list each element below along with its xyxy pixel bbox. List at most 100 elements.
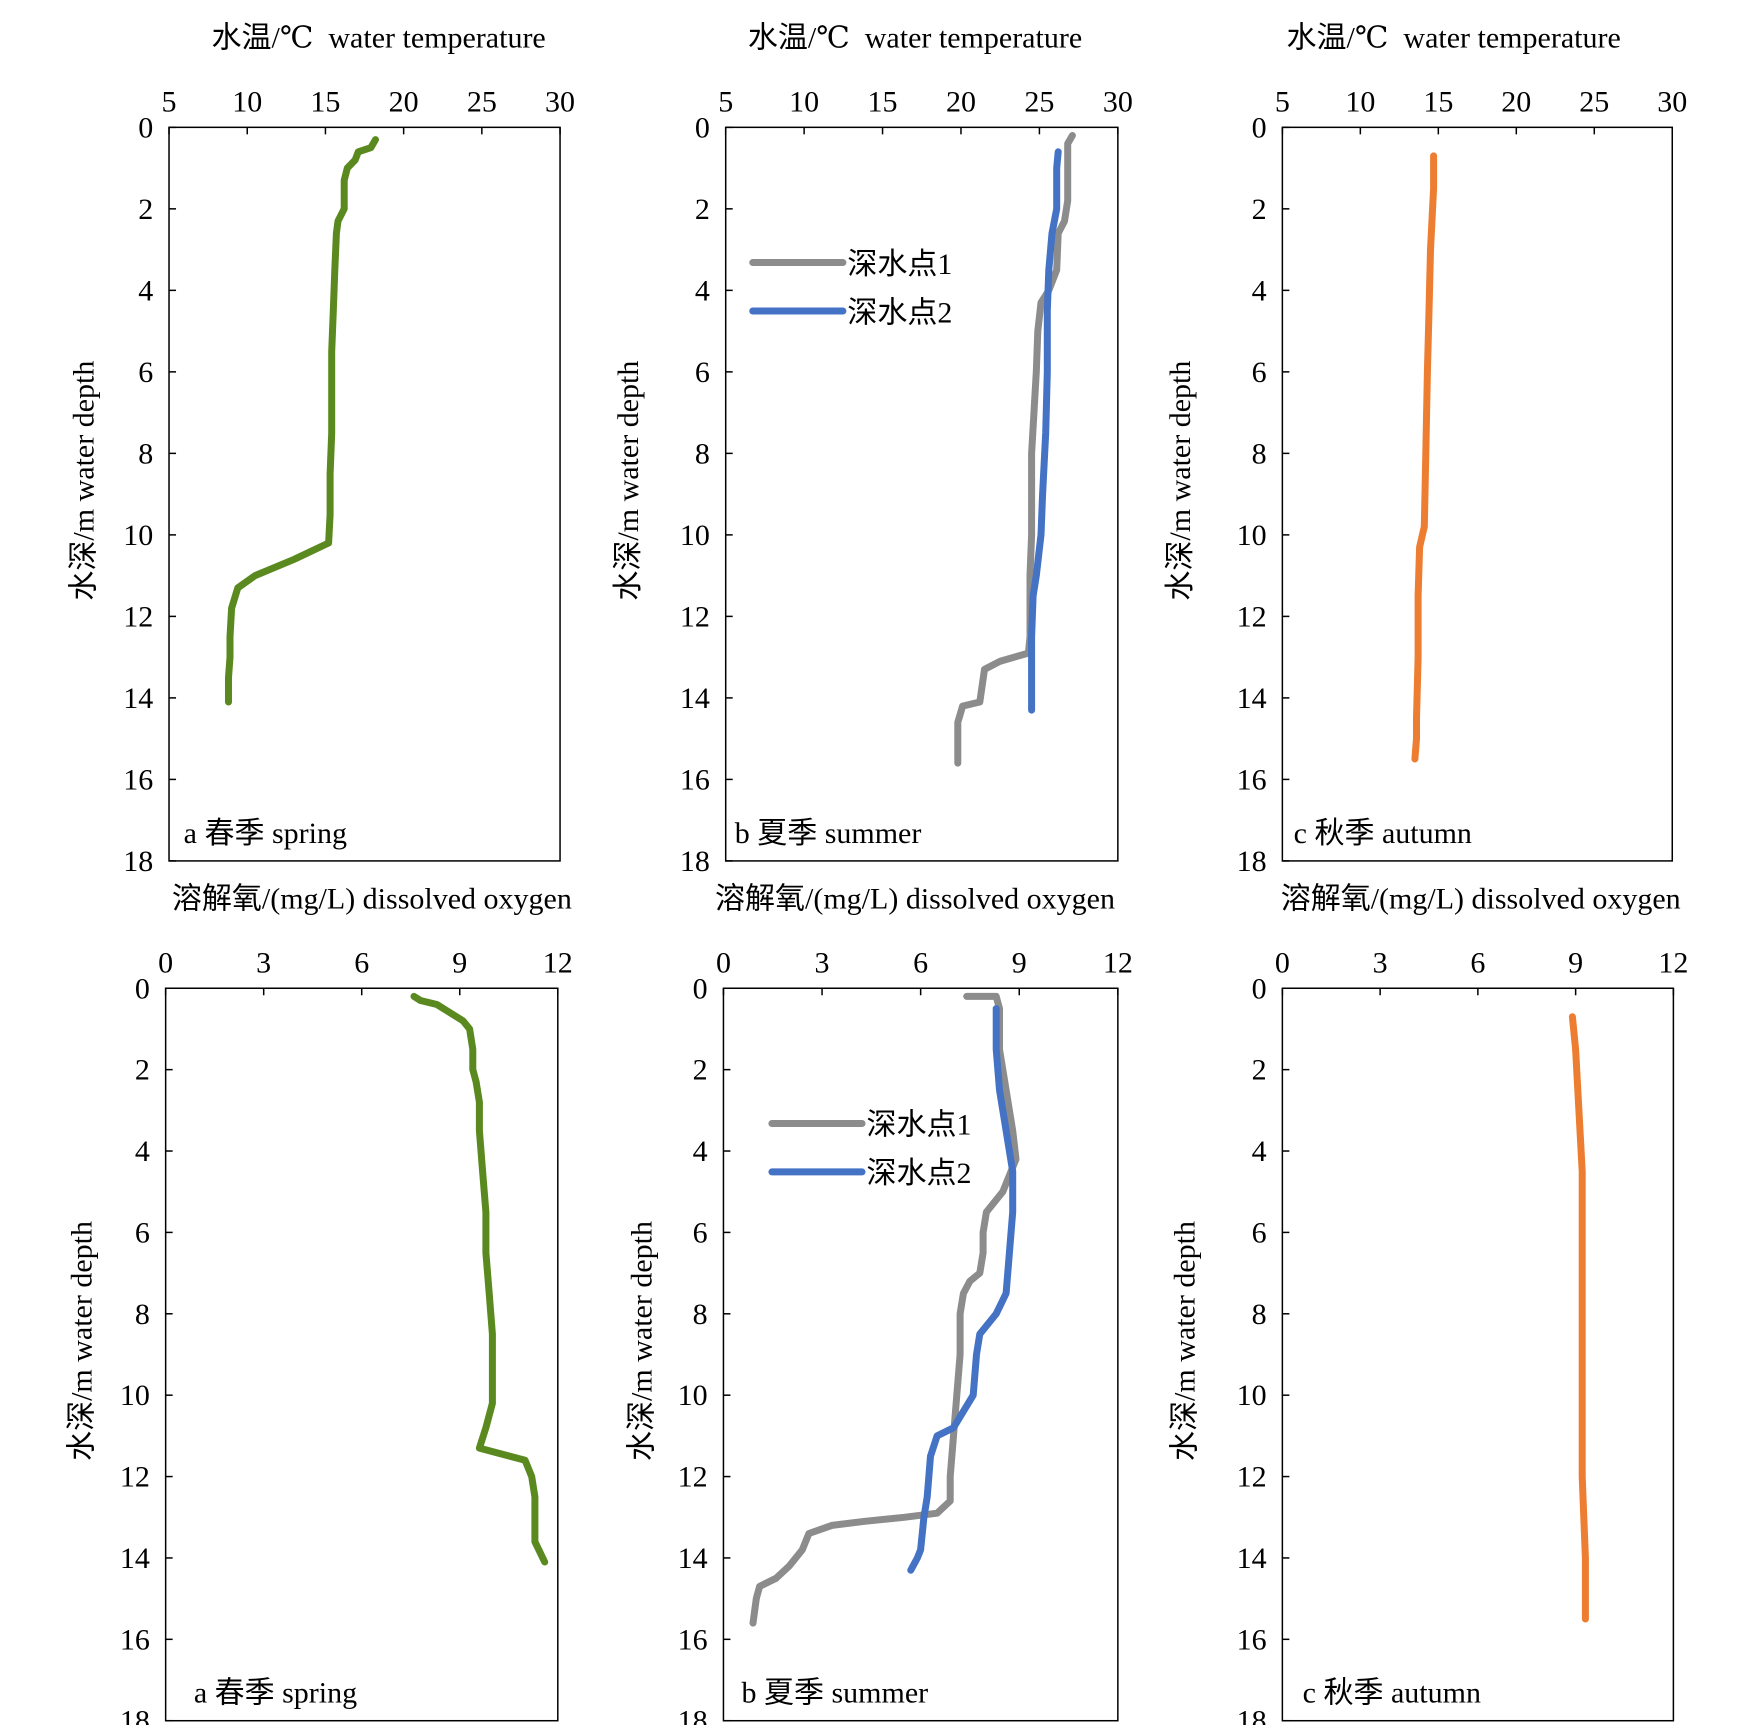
y-tick-label: 10 [1237, 519, 1267, 552]
x-tick-label: 30 [545, 85, 575, 118]
series-line-point-1 [749, 992, 1020, 1627]
x-tick-label: 10 [232, 85, 262, 118]
x-tick-label: 0 [1275, 946, 1290, 979]
y-tick-label: 0 [1252, 972, 1267, 1005]
chart-panel-3: 5 10 15 20 25 30 0 2 4 6 8 10 12 14 16 18 水温/℃ water tem… [1164, 21, 1687, 878]
x-axis-title: 水温/℃ water temperature [211, 21, 545, 54]
x-tick-label: 6 [1470, 946, 1485, 979]
series-line-point-2 [907, 1005, 1017, 1574]
y-tick-label: 12 [1237, 600, 1267, 633]
x-tick-label: 6 [913, 946, 928, 979]
y-tick-label: 14 [1237, 1542, 1267, 1575]
y-tick-label: 14 [678, 1542, 708, 1575]
x-tick-label: 30 [1103, 85, 1133, 118]
panel-label: b 夏季 summer [735, 817, 922, 850]
series-line-profile [225, 136, 379, 706]
y-tick-label: 16 [680, 763, 710, 796]
y-tick-label: 4 [135, 1135, 150, 1168]
y-tick-label: 16 [120, 1623, 150, 1656]
x-tick-label: 30 [1657, 85, 1687, 118]
x-tick-label: 9 [452, 946, 467, 979]
y-tick-label: 10 [123, 519, 153, 552]
y-tick-label: 12 [120, 1461, 150, 1494]
y-tick-label: 2 [138, 193, 153, 226]
plot-frame [724, 126, 1119, 862]
y-tick-label: 0 [135, 972, 150, 1005]
y-tick-label: 10 [678, 1379, 708, 1412]
y-tick-label: 18 [678, 1705, 708, 1725]
y-tick-label: 18 [120, 1705, 150, 1725]
x-tick-label: 25 [467, 85, 497, 118]
legend-label: 深水点2 [867, 1157, 972, 1190]
y-tick-label: 6 [1252, 356, 1267, 389]
y-tick-label: 6 [695, 356, 710, 389]
legend: 深水点1 深水点2 [749, 248, 952, 329]
y-tick-label: 8 [1252, 437, 1267, 470]
y-tick-label: 0 [695, 111, 710, 144]
x-tick-label: 0 [716, 946, 731, 979]
legend-label: 深水点1 [867, 1109, 972, 1142]
x-tick-label: 9 [1012, 946, 1027, 979]
x-tick-label: 5 [162, 85, 177, 118]
y-tick-label: 4 [1252, 1135, 1267, 1168]
y-tick-label: 8 [693, 1298, 708, 1331]
y-tick-label: 4 [138, 274, 153, 307]
y-tick-label: 2 [1252, 193, 1267, 226]
panel-label: a 春季 spring [184, 817, 347, 850]
y-tick-label: 2 [135, 1054, 150, 1087]
y-tick-label: 4 [695, 274, 710, 307]
y-axis-title: 水深/m water depth [68, 361, 101, 601]
panel-label: a 春季 spring [194, 1677, 357, 1710]
x-tick-label: 20 [946, 85, 976, 118]
y-tick-label: 16 [1237, 1623, 1267, 1656]
y-tick-label: 8 [138, 437, 153, 470]
y-tick-label: 0 [138, 111, 153, 144]
x-tick-label: 12 [1103, 946, 1133, 979]
y-tick-label: 16 [678, 1623, 708, 1656]
y-axis-title: 水深/m water depth [625, 1221, 658, 1461]
y-tick-label: 4 [1252, 274, 1267, 307]
x-axis-title: 溶解氧/(mg/L) dissolved oxygen [1281, 882, 1681, 915]
x-tick-label: 3 [815, 946, 830, 979]
x-tick-label: 3 [1373, 946, 1388, 979]
y-tick-label: 10 [680, 519, 710, 552]
y-tick-label: 12 [123, 600, 153, 633]
y-tick-label: 8 [1252, 1298, 1267, 1331]
y-tick-label: 4 [693, 1135, 708, 1168]
y-tick-label: 2 [693, 1054, 708, 1087]
x-tick-label: 25 [1024, 85, 1054, 118]
y-tick-label: 14 [680, 682, 710, 715]
y-tick-label: 18 [680, 845, 710, 878]
chart-panel-6: 0 3 6 9 12 0 2 4 6 8 10 12 14 16 18 溶解氧/(mg/L) dissolve… [1168, 882, 1688, 1725]
x-tick-label: 9 [1568, 946, 1583, 979]
legend-label: 深水点1 [847, 248, 952, 281]
x-tick-label: 15 [310, 85, 340, 118]
legend-label: 深水点2 [847, 296, 952, 329]
y-tick-label: 0 [693, 972, 708, 1005]
x-axis-title: 水温/℃ water temperature [748, 21, 1082, 54]
series-line-point-2 [1028, 148, 1062, 714]
y-axis-title: 水深/m water depth [1168, 1221, 1201, 1461]
x-tick-label: 20 [1501, 85, 1531, 118]
x-axis-title: 溶解氧/(mg/L) dissolved oxygen [715, 882, 1115, 915]
x-tick-label: 6 [354, 946, 369, 979]
plot-frame [168, 126, 561, 862]
y-axis-title: 水深/m water depth [1164, 361, 1197, 601]
x-tick-label: 3 [256, 946, 271, 979]
x-axis-title: 溶解氧/(mg/L) dissolved oxygen [172, 882, 572, 915]
y-tick-label: 0 [1252, 111, 1267, 144]
plot-frame [1281, 126, 1674, 862]
x-tick-label: 10 [789, 85, 819, 118]
y-tick-label: 18 [1237, 1705, 1267, 1725]
y-tick-label: 10 [1237, 1379, 1267, 1412]
y-tick-label: 14 [123, 682, 153, 715]
x-tick-label: 15 [1423, 85, 1453, 118]
y-tick-label: 6 [138, 356, 153, 389]
x-tick-label: 20 [389, 85, 419, 118]
y-tick-label: 10 [120, 1379, 150, 1412]
y-tick-label: 16 [1237, 763, 1267, 796]
y-tick-label: 12 [678, 1461, 708, 1494]
y-tick-label: 16 [123, 763, 153, 796]
series-line-profile [1568, 1013, 1589, 1623]
